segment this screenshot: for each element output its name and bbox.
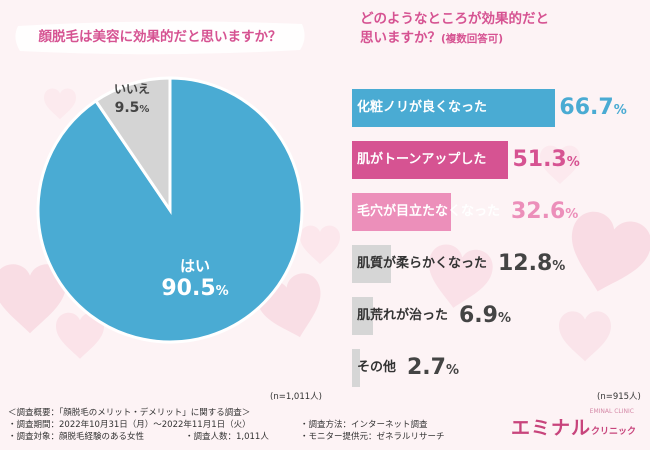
bar-title-line2: 思いますか？(複数回答可): [360, 29, 630, 49]
bar-2: [352, 193, 452, 231]
bar-label-0: 化粧ノリが良くなった: [357, 100, 488, 115]
bar-title-line1: どのようなところが効果的だと: [360, 11, 549, 27]
bar-value-number-0: 66.7: [559, 95, 614, 120]
bar-value-number-1: 51.3: [512, 147, 567, 172]
bar-value-number-4: 6.9: [459, 303, 498, 328]
pie-label-no: いいえ 9.5%: [102, 80, 162, 116]
bar-value-0: 66.7%: [559, 89, 626, 130]
pie-label-yes: はい 90.5%: [150, 255, 240, 301]
bar-value-unit-5: %: [445, 363, 460, 378]
bar-value-unit-0: %: [613, 103, 627, 118]
bar-value-unit-1: %: [566, 155, 580, 170]
bar-value-unit-2: %: [565, 207, 579, 222]
pie-unit-yes: %: [215, 284, 229, 299]
pie-label-no-text: いいえ: [113, 82, 150, 96]
bar-value-4: 6.9%: [459, 297, 511, 338]
bar-0: [352, 89, 556, 127]
pie-chart: [36, 76, 304, 344]
logo-tiny-text: EMINAL CLINIC: [589, 408, 634, 415]
pie-title-box: 顔脱毛は美容に効果的だと思いますか？: [10, 18, 310, 56]
bar-value-3: 12.8%: [498, 245, 565, 286]
survey-count: ・調査人数：1,011人: [185, 432, 269, 442]
bar-value-1: 51.3%: [512, 141, 579, 182]
bar-label-4: 肌荒れが治った: [357, 308, 449, 323]
bar-3: [352, 245, 392, 283]
bar-value-unit-3: %: [552, 259, 566, 274]
pie-unit-no: %: [139, 104, 150, 115]
bar-label-1: 肌がトーンアップした: [357, 152, 487, 167]
pie-slice-no: [93, 76, 172, 215]
survey-period: ・調査期間：2022年10月31日（月）～2022年11月1日（火）: [8, 420, 251, 430]
logo-sub-text: クリニック: [590, 427, 636, 437]
bar-label-2: 毛穴が目立たなくなった: [357, 204, 501, 219]
bar-title-line2-text: 思いますか？: [360, 30, 441, 46]
pie-sample-size: (n=1,011人): [270, 392, 322, 402]
pie-label-yes-text: はい: [179, 257, 210, 275]
bar-title-note: (複数回答可): [441, 33, 504, 45]
pie-value-no: 9.5: [114, 100, 140, 116]
bar-title: どのようなところが効果的だと 思いますか？(複数回答可): [360, 10, 630, 49]
survey-method: ・調査方法：インターネット調査: [300, 420, 428, 430]
bar-value-unit-4: %: [497, 311, 512, 326]
survey-target: ・調査対象：顔脱毛経験のある女性: [8, 432, 145, 442]
eminal-clinic-logo: EMINAL CLINIC エミナルクリニック: [510, 408, 636, 440]
bar-value-number-2: 32.6: [511, 199, 566, 224]
bar-value-2: 32.6%: [511, 193, 578, 234]
pie-title: 顔脱毛は美容に効果的だと思いますか？: [38, 29, 282, 45]
bar-label-3: 肌質が柔らかくなった: [357, 256, 488, 271]
bar-value-5: 2.7%: [407, 349, 459, 390]
bar-value-number-5: 2.7: [407, 355, 446, 380]
bar-sample-size: (n=915人): [597, 392, 641, 402]
title-brush-stroke: [15, 21, 305, 55]
bar-5: [352, 349, 361, 387]
bar-4: [352, 297, 374, 335]
bar-1: [352, 141, 509, 179]
logo-main-text: エミナル: [510, 417, 591, 439]
bar-label-5: その他: [357, 360, 397, 375]
pie-value-yes: 90.5: [161, 276, 216, 301]
survey-overview: ＜調査概要：「顔脱毛のメリット・デメリット」に関する調査＞: [8, 408, 251, 418]
bar-value-number-3: 12.8: [498, 251, 553, 276]
survey-provider: ・モニター提供元：ゼネラルリサーチ: [300, 432, 445, 442]
